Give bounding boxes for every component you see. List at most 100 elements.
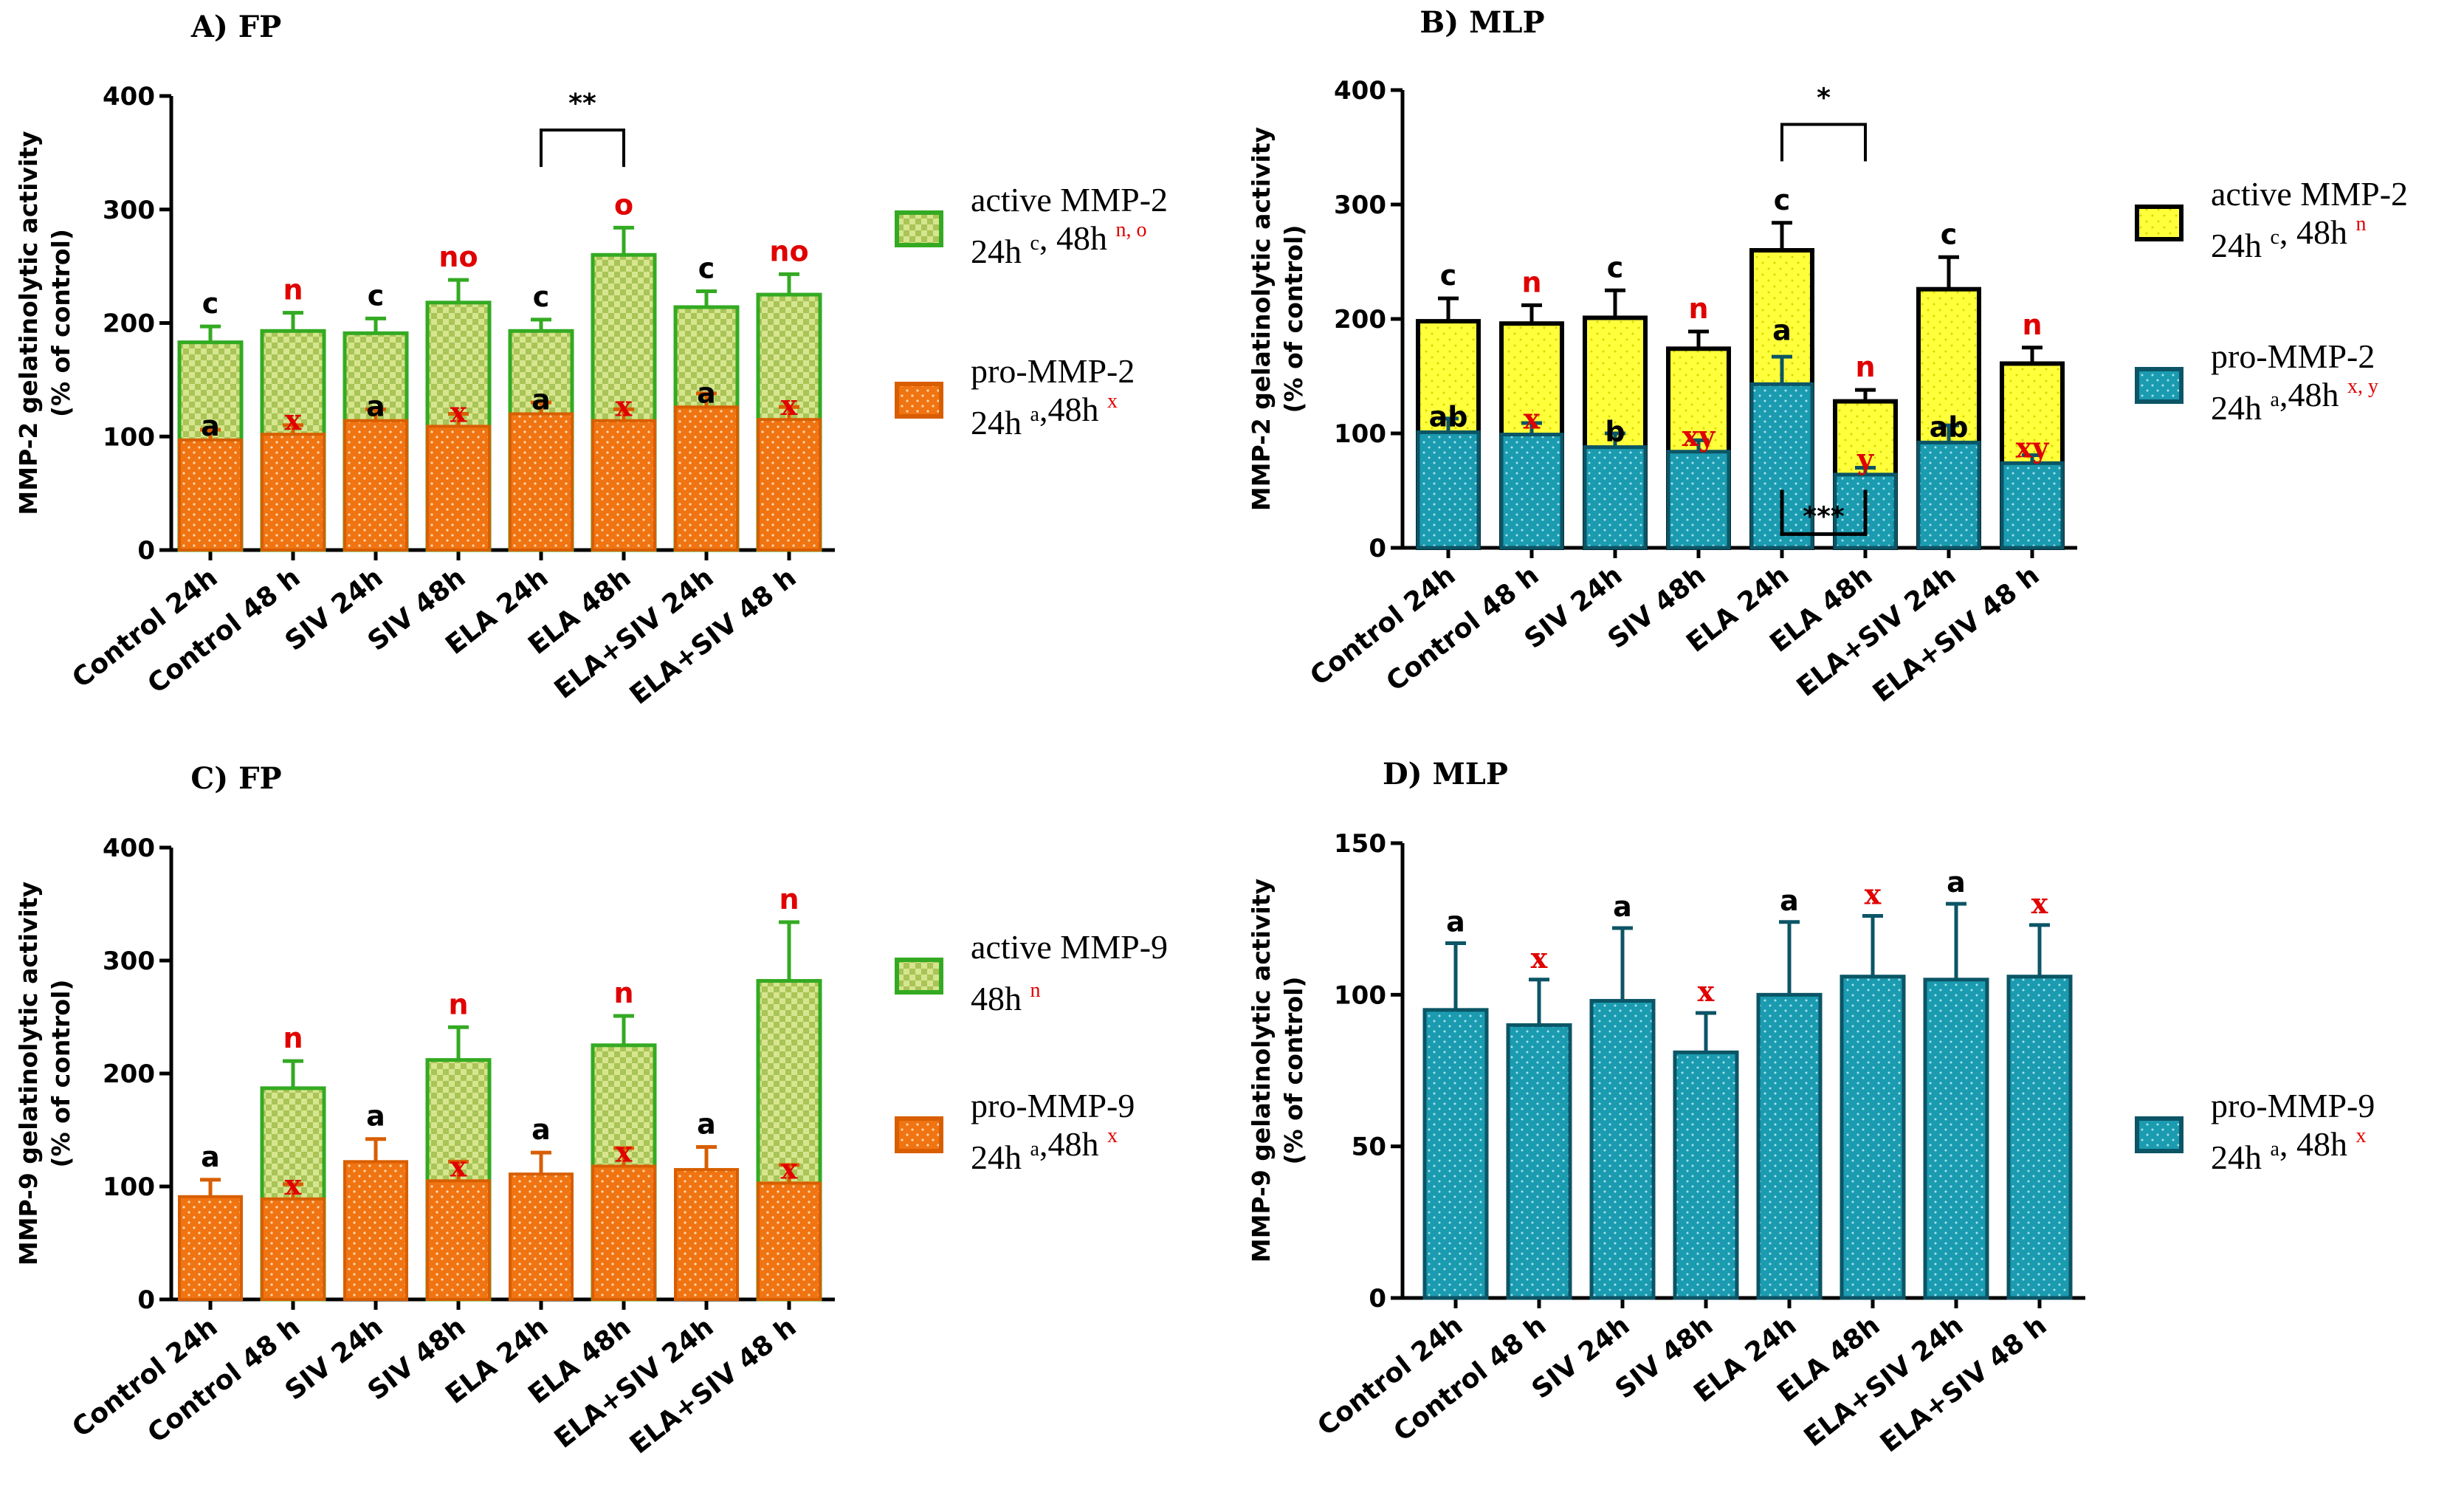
y-axis-label-line2: (% of control) [1279, 977, 1308, 1165]
legend-text: ,48h [1039, 391, 1107, 428]
panel-title: C) FP [190, 761, 281, 796]
legend-swatch [895, 958, 943, 995]
y-tick-label: 200 [103, 309, 155, 339]
significance-letter: c [533, 281, 550, 313]
significance-letter: no [769, 235, 808, 267]
bar-teal [1916, 440, 1981, 550]
significance-letter: c [202, 287, 219, 320]
y-tick-label: 0 [1369, 534, 1386, 563]
bar-teal [2006, 975, 2073, 1300]
legend-swatch [895, 210, 943, 247]
significance-letter: c [1440, 259, 1457, 292]
significance-letter: c [368, 279, 385, 312]
bar-orange [591, 1164, 656, 1301]
significance-letter: x [781, 1152, 798, 1185]
significance-letter: c [698, 252, 715, 284]
y-tick-label: 100 [103, 422, 155, 452]
y-tick-label: 0 [137, 1285, 155, 1315]
legend-sublabel: 24h a,48h x [971, 1124, 1118, 1176]
legend-text: , 48h [2279, 1125, 2356, 1163]
y-axis-label-line1: MMP-9 gelatinolytic activity [14, 882, 43, 1265]
legend-item: active MMP-9 48h n [895, 928, 1168, 1017]
significance-letter: x [1698, 975, 1715, 1008]
legend-superscript: a [1030, 1138, 1040, 1161]
legend-sublabel: 24h a,48h x [971, 390, 1118, 442]
significance-letter: c [1941, 218, 1958, 250]
legend-sublabel: 24h c, 48h n [2211, 213, 2366, 264]
bar-teal [1416, 430, 1481, 550]
y-tick-label: 300 [103, 947, 155, 976]
bar-orange [178, 1195, 243, 1302]
y-axis-label-line2: (% of control) [1279, 225, 1308, 413]
y-tick-label: 200 [103, 1059, 155, 1089]
bar-orange [343, 419, 408, 552]
y-tick-label: 200 [1334, 305, 1386, 334]
significance-letter: o [614, 188, 633, 221]
panel-title: A) FP [190, 10, 281, 44]
y-tick-label: 300 [1334, 190, 1386, 220]
legend-swatch [2135, 1116, 2183, 1153]
legend-sublabel: 48h n [971, 979, 1041, 1017]
y-tick-label: 0 [1369, 1284, 1386, 1313]
bar-teal [1666, 450, 1731, 550]
legend-text: 24h [971, 404, 1030, 442]
legend-sublabel: 24h a,48h x, y [2211, 375, 2378, 427]
y-tick-label: 300 [103, 196, 155, 225]
significance-letter: x [285, 1168, 302, 1201]
legend-label: pro-MMP-9 [2211, 1087, 2375, 1124]
bar-orange [261, 433, 326, 552]
legend-swatch [895, 1116, 943, 1153]
significance-letter: a [697, 1107, 716, 1140]
y-tick-label: 100 [1334, 980, 1386, 1010]
legend-label: pro-MMP-2 [2211, 337, 2375, 375]
y-tick-label: 400 [1334, 76, 1386, 106]
legend-text: 24h [971, 233, 1030, 270]
significance-letter: n [283, 274, 303, 306]
y-tick-label: 50 [1352, 1133, 1386, 1162]
bar-orange [674, 405, 739, 552]
significance-letter: y [1856, 442, 1874, 475]
legend-sublabel: 24h c, 48h n, o [971, 219, 1146, 270]
y-tick-label: 100 [103, 1172, 155, 1202]
legend-label: active MMP-2 [2211, 175, 2408, 213]
significance-letter: x [450, 395, 467, 428]
bar-teal [1673, 1050, 1739, 1300]
y-tick-label: 0 [137, 536, 155, 566]
y-axis-label-line1: MMP-2 gelatinolytic activity [14, 131, 43, 515]
significance-letter: a [697, 377, 716, 409]
panel-title: D) MLP [1383, 757, 1508, 791]
significance-bracket [1780, 123, 1867, 162]
significance-letter: a [201, 410, 220, 442]
x-tick-label: Control 48 h [1381, 560, 1545, 698]
significance-letter: a [1772, 314, 1792, 346]
legend-text: ,48h [1039, 1125, 1107, 1163]
significance-letter: c [1607, 251, 1624, 284]
significance-letter: b [1605, 416, 1625, 448]
significance-letter: n [283, 1022, 303, 1054]
y-axis-label-line1: MMP-9 gelatinolytic activity [1247, 879, 1276, 1263]
significance-letter: a [201, 1141, 220, 1173]
significance-letter: xy [2016, 430, 2050, 464]
legend-label: active MMP-2 [971, 181, 1168, 219]
bar-teal [1506, 1023, 1572, 1300]
legend-swatch [2135, 205, 2183, 241]
panel-a: A) FP MMP-2 gelatinolytic activity (% of c… [14, 10, 1168, 711]
bar-orange [426, 1179, 491, 1301]
legend-superscript: x [1107, 1124, 1118, 1147]
significance-letter: n [1688, 292, 1708, 325]
y-tick-label: 150 [1334, 829, 1386, 859]
significance-letter: a [1446, 906, 1465, 938]
significance-letter: x [616, 390, 633, 423]
legend-superscript: n, o [1115, 219, 1146, 241]
significance-letter: c [1774, 184, 1791, 216]
bar-teal [1499, 433, 1564, 550]
legend-superscript: c [1030, 232, 1039, 255]
legend-text: , 48h [2279, 213, 2356, 251]
legend-text: 24h [2211, 389, 2271, 427]
significance-letter: x [1524, 402, 1541, 436]
legend-label: pro-MMP-9 [971, 1087, 1135, 1124]
significance-stars: * [1817, 83, 1831, 114]
significance-letter: a [366, 1100, 385, 1133]
